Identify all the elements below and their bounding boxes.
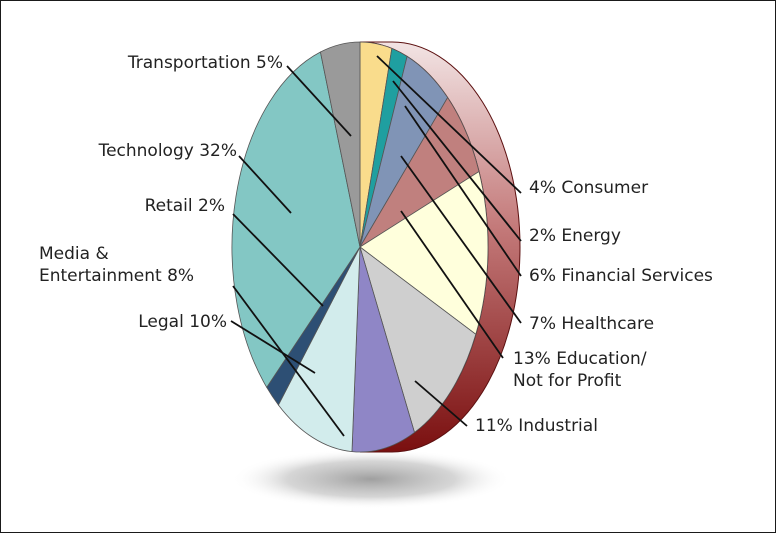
label-education-not-for-profit: 13% Education/Not for Profit [513, 349, 647, 391]
leader-line-healthcare [400, 155, 522, 324]
leader-line-media-entertainment [232, 285, 345, 437]
leader-line-education-not-for-profit [400, 210, 504, 359]
leader-line-energy [392, 80, 522, 242]
pie-slice-media-entertainment [351, 246, 415, 453]
label-industrial-line: 11% Industrial [475, 416, 598, 436]
label-retail-line: Retail 2% [145, 196, 225, 216]
leader-line-financial-services [404, 105, 522, 277]
label-legal: Legal 10% [138, 312, 227, 332]
label-media-entertainment-line: Entertainment 8% [39, 266, 194, 286]
leader-line-industrial [414, 380, 468, 427]
label-energy: 2% Energy [529, 226, 621, 246]
label-media-entertainment: Media & Entertainment 8% [39, 244, 194, 286]
label-transportation: Transportation 5% [127, 53, 283, 73]
label-financial-services-line: 6% Financial Services [529, 266, 713, 286]
label-consumer: 4% Consumer [529, 178, 648, 198]
label-education-not-for-profit-line: Not for Profit [513, 371, 622, 391]
pie-slice-transportation [319, 41, 361, 248]
pie-slice-industrial [359, 245, 477, 434]
label-energy-line: 2% Energy [529, 226, 621, 246]
label-transportation-line: Transportation 5% [127, 53, 283, 73]
pie-shadow [231, 449, 511, 509]
pie-slice-technology [231, 51, 361, 389]
label-healthcare-line: 7% Healthcare [529, 314, 654, 334]
label-industrial: 11% Industrial [475, 416, 598, 436]
label-consumer-line: 4% Consumer [529, 178, 648, 198]
label-media-entertainment-line: Media & [39, 244, 109, 264]
label-technology-line: Technology 32% [98, 141, 237, 161]
pie-slice-legal [277, 246, 361, 453]
label-technology: Technology 32% [98, 141, 237, 161]
label-financial-services: 6% Financial Services [529, 266, 713, 286]
leader-line-transportation [286, 65, 352, 137]
leader-line-technology [238, 155, 292, 214]
leader-line-retail [232, 213, 324, 307]
leader-line-consumer [376, 55, 522, 194]
leader-line-legal [230, 320, 316, 374]
label-healthcare: 7% Healthcare [529, 314, 654, 334]
label-legal-line: Legal 10% [138, 312, 227, 332]
label-retail: Retail 2% [145, 196, 225, 216]
label-education-not-for-profit-line: 13% Education/ [513, 349, 647, 369]
